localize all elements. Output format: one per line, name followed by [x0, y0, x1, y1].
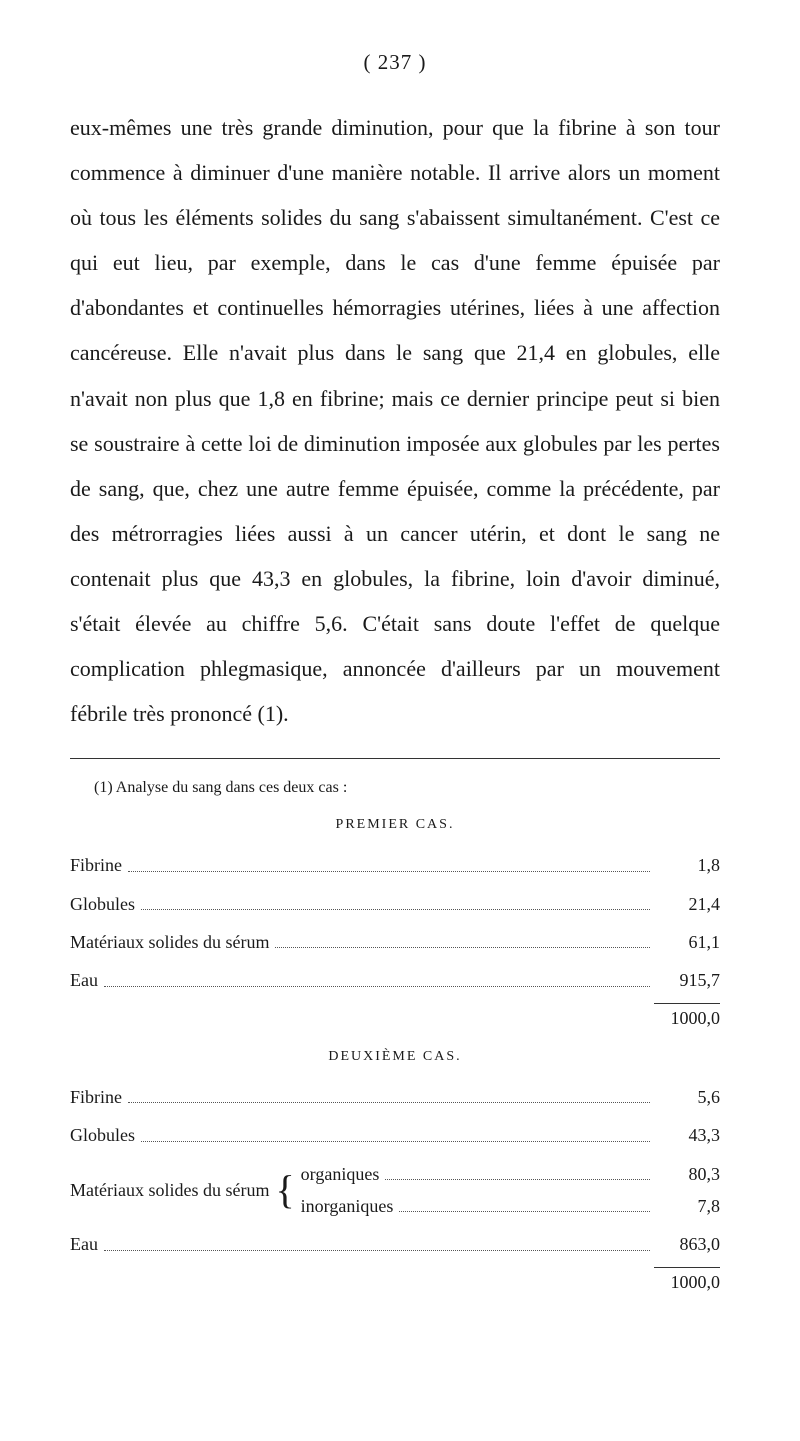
table-row: Eau 863,0	[70, 1228, 720, 1260]
table-row: Fibrine 1,8	[70, 849, 720, 881]
brace-icon: {	[275, 1174, 294, 1206]
footnote-reference: (1) Analyse du sang dans ces deux cas :	[94, 779, 720, 797]
dot-leader	[128, 871, 650, 872]
row-value: 5,6	[656, 1081, 720, 1113]
row-label: Eau	[70, 1228, 98, 1260]
row-label: Fibrine	[70, 1081, 122, 1113]
row-label: inorganiques	[301, 1190, 394, 1222]
case2-table: Fibrine 5,6 Globules 43,3 Matériaux soli…	[70, 1081, 720, 1293]
dot-leader	[104, 986, 650, 987]
dot-leader	[141, 1141, 650, 1142]
dot-leader	[385, 1179, 650, 1180]
serum-block: Matériaux solides du sérum { organiques …	[70, 1158, 720, 1223]
dot-leader	[275, 947, 650, 948]
row-value: 915,7	[656, 964, 720, 996]
total-rule	[654, 1267, 720, 1268]
serum-label: Matériaux solides du sérum	[70, 1180, 269, 1201]
dot-leader	[104, 1250, 650, 1251]
case2-header: DEUXIÈME CAS.	[70, 1049, 720, 1065]
table-row: Eau 915,7	[70, 964, 720, 996]
dot-leader	[141, 909, 650, 910]
separator-line	[70, 758, 720, 759]
row-label: Eau	[70, 964, 98, 996]
dot-leader	[399, 1211, 650, 1212]
table-row: inorganiques 7,8	[301, 1190, 720, 1222]
row-value: 43,3	[656, 1119, 720, 1151]
row-value: 61,1	[656, 926, 720, 958]
row-label: Matériaux solides du sérum	[70, 926, 269, 958]
row-value: 1,8	[656, 849, 720, 881]
row-label: Globules	[70, 1119, 135, 1151]
table-row: Globules 43,3	[70, 1119, 720, 1151]
total-rule	[654, 1003, 720, 1004]
row-value: 80,3	[656, 1158, 720, 1190]
case1-header: PREMIER CAS.	[70, 817, 720, 833]
table-row: Fibrine 5,6	[70, 1081, 720, 1113]
row-value: 863,0	[656, 1228, 720, 1260]
row-label: Globules	[70, 888, 135, 920]
table-row: Matériaux solides du sérum 61,1	[70, 926, 720, 958]
row-label: Fibrine	[70, 849, 122, 881]
row-value: 7,8	[656, 1190, 720, 1222]
case2-total: 1000,0	[70, 1272, 720, 1293]
page-number: ( 237 )	[70, 50, 720, 75]
case1-table: Fibrine 1,8 Globules 21,4 Matériaux soli…	[70, 849, 720, 1029]
dot-leader	[128, 1102, 650, 1103]
row-value: 21,4	[656, 888, 720, 920]
body-paragraph: eux-mêmes une très grande diminution, po…	[70, 105, 720, 736]
table-row: organiques 80,3	[301, 1158, 720, 1190]
table-row: Globules 21,4	[70, 888, 720, 920]
case1-total: 1000,0	[70, 1008, 720, 1029]
row-label: organiques	[301, 1158, 380, 1190]
